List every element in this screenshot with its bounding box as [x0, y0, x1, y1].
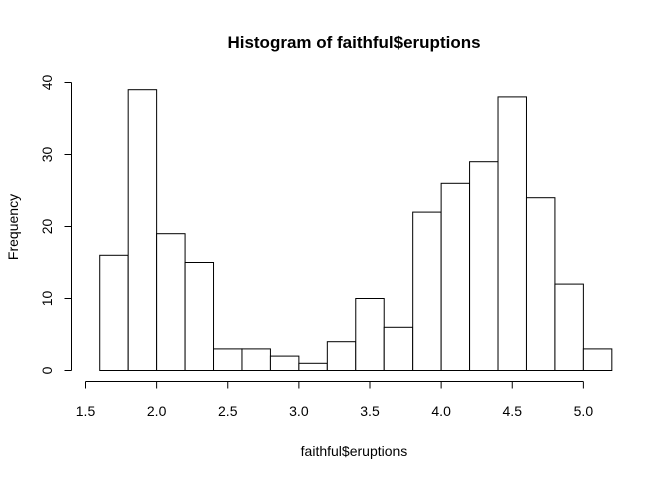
- histogram-bar: [355, 298, 385, 371]
- y-tick-label: 0: [39, 366, 55, 374]
- histogram-bar: [269, 355, 300, 372]
- y-axis-label: Frequency: [5, 194, 21, 260]
- histogram-bar: [469, 161, 499, 371]
- histogram-bar: [184, 262, 215, 371]
- histogram-bar: [127, 89, 158, 371]
- y-tick-label: 40: [39, 75, 55, 91]
- y-tick-label: 10: [39, 291, 55, 307]
- histogram-bar: [326, 341, 357, 372]
- histogram-bar: [383, 326, 414, 371]
- x-tick-label: 1.5: [76, 403, 96, 419]
- x-axis-label: faithful$eruptions: [301, 443, 408, 459]
- x-tick-label: 3.0: [289, 403, 309, 419]
- chart-title: Histogram of faithful$eruptions: [227, 33, 480, 52]
- x-tick-label: 3.5: [360, 403, 380, 419]
- x-axis: 1.5 2.0 2.5 3.0 3.5 4.0 4.5 5.0: [76, 381, 594, 419]
- histogram-bar: [554, 283, 584, 372]
- x-tick-label: 5.0: [574, 403, 594, 419]
- y-axis: 0 10 20 30 40: [39, 75, 72, 374]
- x-tick-label: 2.5: [218, 403, 238, 419]
- histogram-bar: [156, 233, 186, 371]
- x-tick-label: 2.0: [147, 403, 167, 419]
- histogram-bar: [582, 348, 613, 371]
- histogram-bar: [99, 254, 129, 371]
- x-tick-label: 4.5: [503, 403, 523, 419]
- histogram-bar: [440, 182, 471, 371]
- histogram-bar: [412, 211, 442, 371]
- y-tick-label: 20: [39, 219, 55, 235]
- histogram-bar: [213, 348, 243, 371]
- histogram-bar: [497, 96, 527, 372]
- bars-group: [99, 89, 613, 372]
- histogram-bar: [525, 197, 556, 371]
- histogram-bar: [298, 362, 328, 371]
- histogram-bar: [241, 348, 271, 371]
- y-tick-label: 30: [39, 147, 55, 163]
- x-tick-label: 4.0: [431, 403, 451, 419]
